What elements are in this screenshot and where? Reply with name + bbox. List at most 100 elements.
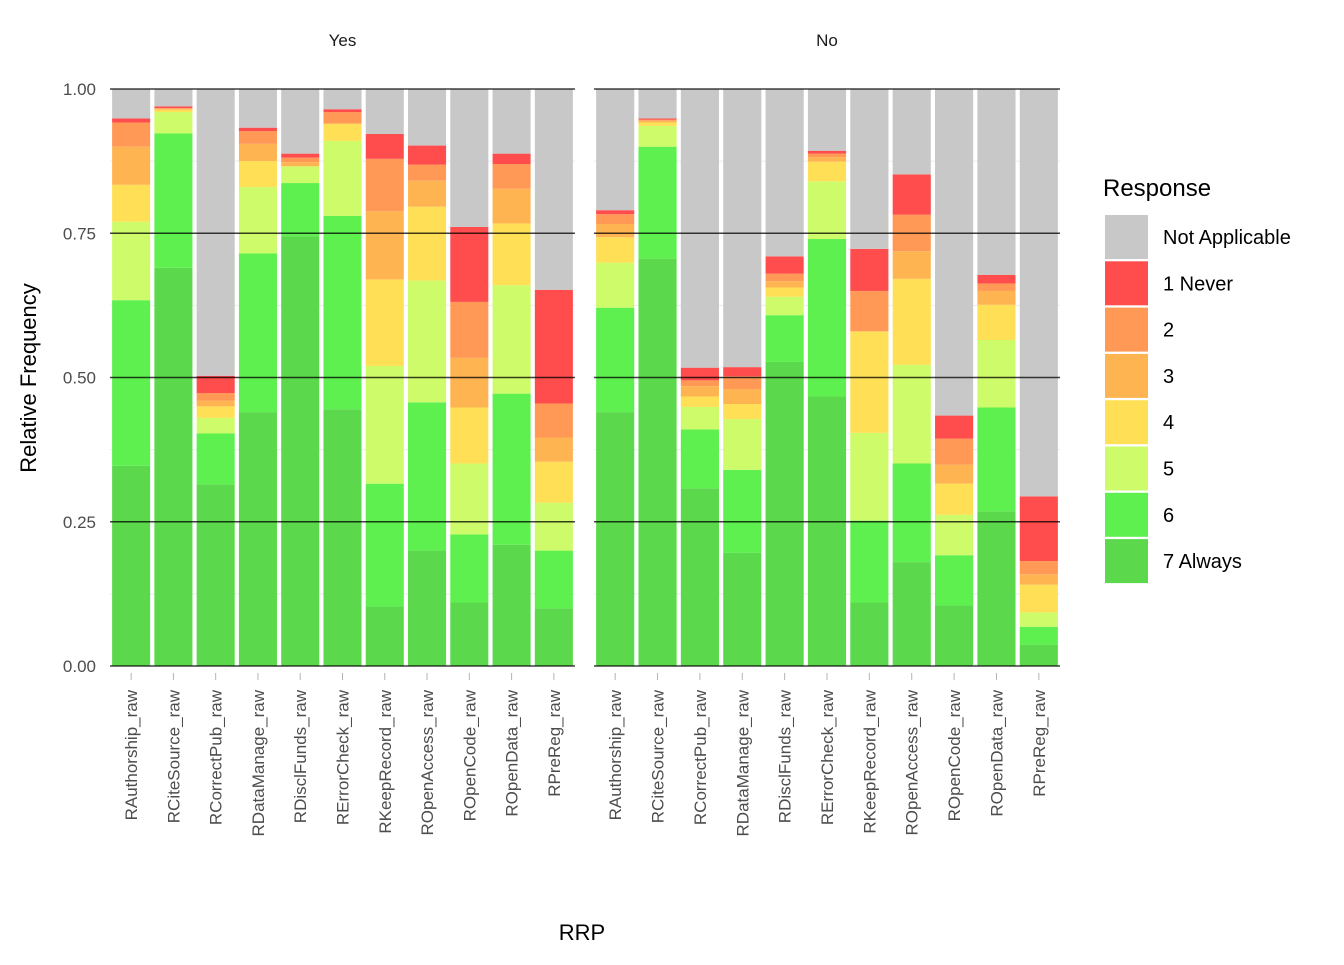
x-tick-label: RDataManage_raw: [249, 689, 268, 836]
bar-segment: [450, 226, 489, 302]
bar-segment: [323, 123, 362, 141]
bar-segment: [492, 544, 531, 666]
x-tick-label: ROpenData_raw: [503, 689, 522, 816]
bar-segment: [1019, 89, 1058, 497]
bar-segment: [1019, 574, 1058, 585]
bar-segment: [850, 331, 889, 433]
bar-segment: [365, 89, 404, 135]
bar-segment: [596, 307, 635, 413]
bar-segment: [408, 164, 447, 181]
bar-segment: [112, 118, 151, 123]
bar-segment: [450, 602, 489, 666]
bar-segment: [892, 562, 931, 666]
x-tick-label: RCiteSource_raw: [649, 689, 668, 823]
legend-label: 5: [1163, 459, 1174, 481]
bar-segment: [638, 89, 677, 119]
bar-segment: [850, 290, 889, 332]
bar-segment: [450, 89, 489, 227]
bar-segment: [723, 552, 762, 666]
bar-segment: [892, 89, 931, 175]
bar-segment: [596, 210, 635, 215]
bar-segment: [1019, 584, 1058, 613]
bar-segment: [892, 278, 931, 365]
bar-segment: [154, 112, 193, 134]
x-axis-label: RRP: [559, 920, 605, 945]
bar-segment: [196, 89, 235, 376]
bar-segment: [365, 483, 404, 607]
bar-segment: [492, 89, 531, 154]
bar-segment: [723, 367, 762, 377]
bar-segment: [365, 211, 404, 280]
bar-segment: [935, 89, 974, 416]
bar-segment: [408, 180, 447, 207]
bar-segment: [977, 283, 1016, 291]
bar-segment: [596, 262, 635, 308]
bar-segment: [281, 89, 320, 154]
x-tick-label: RPreReg_raw: [1030, 689, 1049, 796]
bar-segment: [723, 469, 762, 553]
legend-swatch: [1105, 353, 1148, 398]
bar-segment: [196, 375, 235, 394]
bar-segment: [680, 396, 719, 407]
y-tick-label: 1.00: [63, 80, 96, 99]
bar-segment: [112, 300, 151, 466]
bar-segment: [196, 433, 235, 485]
bar-segment: [596, 89, 635, 211]
x-tick-label: RKeepRecord_raw: [376, 689, 395, 833]
bar-segment: [281, 157, 320, 163]
legend-swatch: [1105, 215, 1148, 259]
bar-segment: [112, 465, 151, 666]
bar-segment: [112, 184, 151, 222]
bar-segment: [365, 134, 404, 159]
legend-label: 3: [1163, 366, 1174, 388]
x-tick-label: RAuthorship_raw: [122, 689, 141, 820]
bar-segment: [450, 534, 489, 603]
bar-segment: [1019, 496, 1058, 561]
bar-segment: [450, 357, 489, 408]
bar-segment: [281, 166, 320, 184]
x-tick-label: RDisclFunds_raw: [291, 689, 310, 823]
bar-segment: [281, 153, 320, 158]
bar-segment: [450, 301, 489, 358]
bar-segment: [365, 365, 404, 484]
bar-segment: [1019, 612, 1058, 627]
bar-segment: [365, 606, 404, 666]
bar-segment: [492, 188, 531, 224]
bars-layer: [112, 89, 1058, 666]
bar-segment: [408, 206, 447, 281]
bar-segment: [807, 157, 847, 162]
legend-label: 6: [1163, 505, 1174, 527]
bar-segment: [807, 239, 847, 397]
bar-segment: [977, 304, 1016, 340]
bar-segment: [807, 161, 847, 182]
x-tick-label: RDataManage_raw: [733, 689, 752, 836]
bar-segment: [765, 89, 804, 257]
legend-title: Response: [1103, 175, 1211, 202]
x-tick-label: ROpenCode_raw: [945, 689, 964, 821]
bar-segment: [723, 389, 762, 405]
bar-segment: [977, 274, 1016, 284]
bar-segment: [154, 89, 193, 107]
bar-segment: [935, 464, 974, 484]
legend-label: 4: [1163, 412, 1174, 434]
legend-swatch: [1105, 261, 1148, 306]
legend-swatch: [1105, 539, 1148, 584]
bar-segment: [450, 463, 489, 535]
legend-swatch: [1105, 400, 1148, 445]
bar-segment: [850, 248, 889, 291]
x-tick-label: ROpenAccess_raw: [418, 689, 437, 835]
bar-segment: [196, 406, 235, 418]
bar-segment: [596, 224, 635, 238]
bar-segment: [935, 438, 974, 465]
legend-label: Not Applicable: [1163, 227, 1291, 249]
bar-segment: [492, 164, 531, 189]
y-tick-label: 0.50: [63, 369, 96, 388]
bar-segment: [154, 133, 193, 268]
bar-segment: [534, 502, 573, 551]
legend: Response Not Applicable 1 Never 2 3 4 5 6 7 Alwa…: [1103, 175, 1291, 584]
bar-segment: [1019, 560, 1058, 575]
bar-segment: [238, 253, 277, 413]
y-tick-label: 0.00: [63, 657, 96, 676]
